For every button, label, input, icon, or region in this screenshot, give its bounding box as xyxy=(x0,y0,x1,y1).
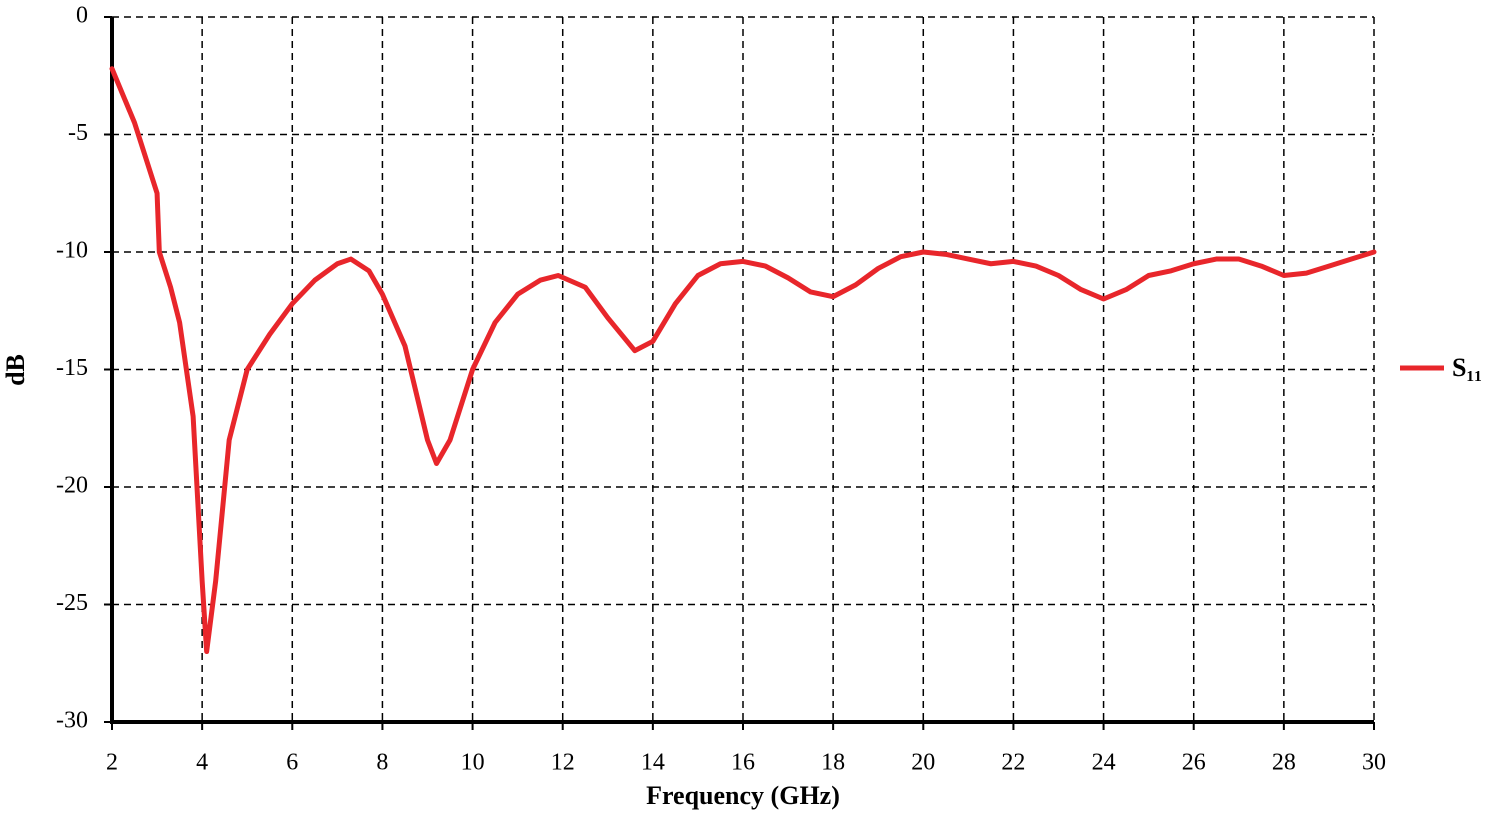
x-tick-label: 2 xyxy=(106,750,118,776)
x-tick-label: 30 xyxy=(1362,750,1386,776)
x-tick-label: 22 xyxy=(1001,750,1025,776)
data-line xyxy=(109,66,1377,654)
x-tick-label: 26 xyxy=(1182,750,1206,776)
x-tick-label: 20 xyxy=(911,750,935,776)
x-tick-label: 24 xyxy=(1092,750,1116,776)
y-tick-label: -25 xyxy=(56,590,88,616)
y-tick-label: 0 xyxy=(76,3,88,29)
x-tick-label: 10 xyxy=(461,750,485,776)
y-axis-label: dB xyxy=(1,354,30,386)
y-tick-label: -30 xyxy=(56,708,88,734)
x-tick-label: 18 xyxy=(821,750,845,776)
x-tick-label: 28 xyxy=(1272,750,1296,776)
x-axis-label: Frequency (GHz) xyxy=(646,781,840,810)
x-tick-label: 12 xyxy=(551,750,575,776)
y-tick-label: -20 xyxy=(56,473,88,499)
y-tick-label: -5 xyxy=(68,120,88,146)
y-tick-label: -15 xyxy=(56,355,88,381)
x-tick-label: 8 xyxy=(376,750,388,776)
x-tick-label: 6 xyxy=(286,750,298,776)
y-tick-label: -10 xyxy=(56,238,88,264)
x-tick-label: 4 xyxy=(196,750,208,776)
x-tick-label: 16 xyxy=(731,750,755,776)
x-tick-label: 14 xyxy=(641,750,665,776)
legend-label: S₁₁ xyxy=(1452,353,1482,382)
